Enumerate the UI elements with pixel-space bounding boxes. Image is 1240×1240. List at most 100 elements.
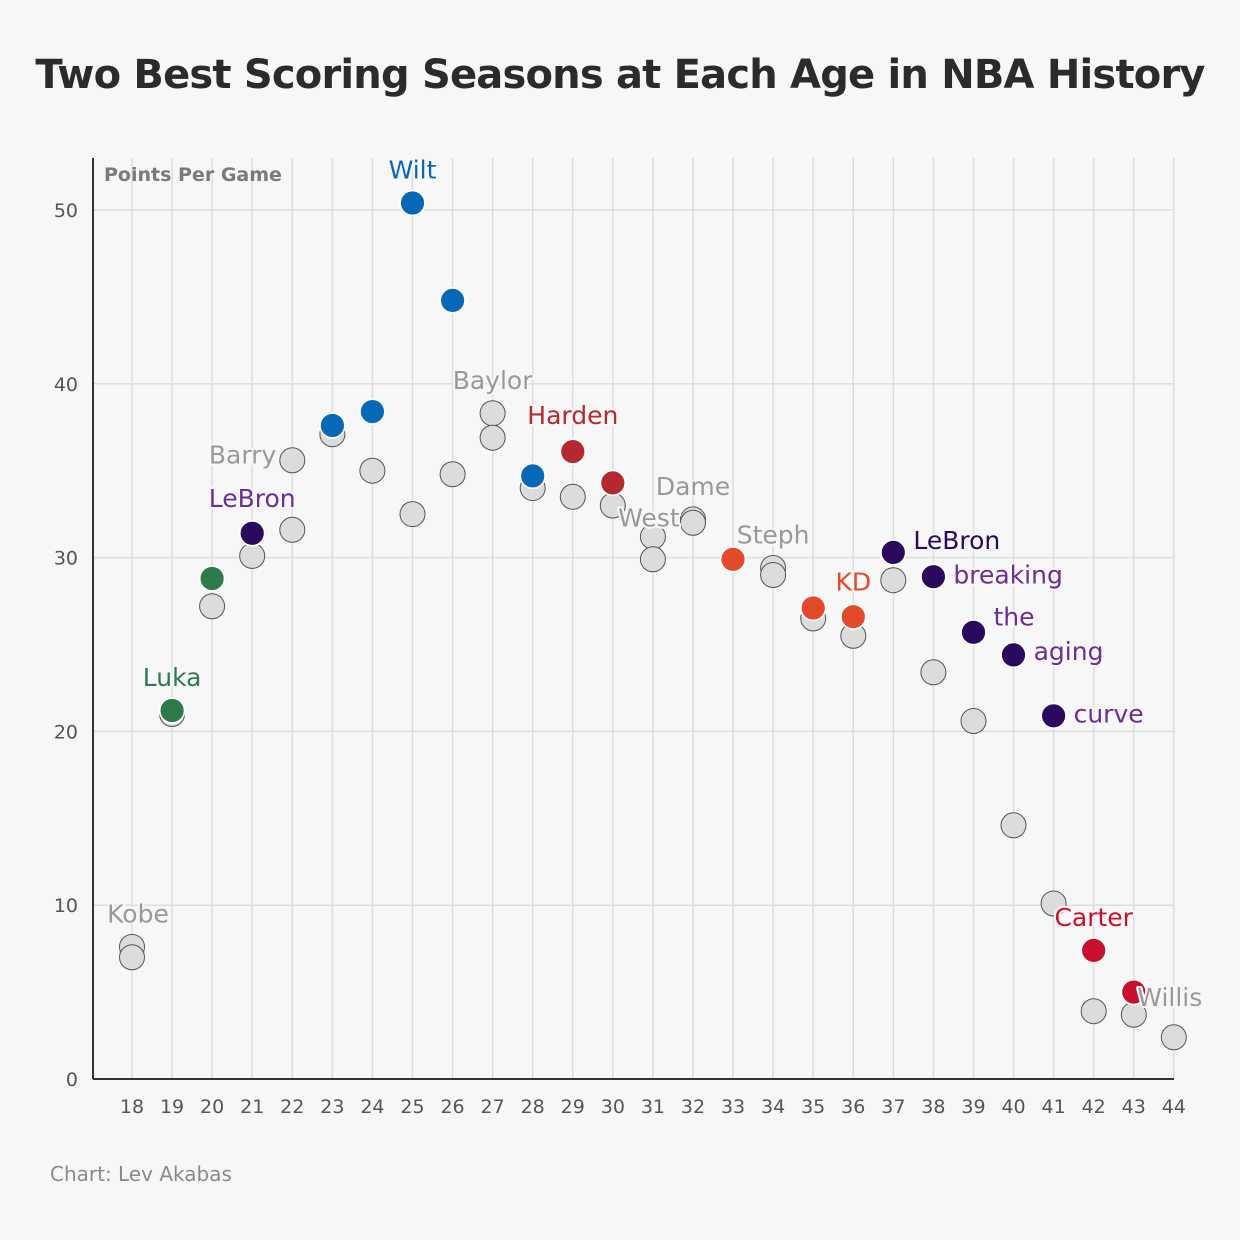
data-point: [359, 457, 386, 484]
annotation-label: Baylor: [453, 366, 534, 395]
data-point-harden: [599, 469, 627, 497]
data-point-harden: [559, 438, 587, 466]
annotation-label: curve: [1074, 700, 1144, 729]
data-point: [880, 567, 907, 594]
x-tick-label: 38: [921, 1096, 945, 1118]
data-point: [680, 509, 706, 536]
x-tick-label: 41: [1042, 1096, 1066, 1118]
data-point: [399, 501, 426, 528]
chart-title: Two Best Scoring Seasons at Each Age in …: [35, 52, 1205, 98]
x-tick-label: 22: [280, 1096, 304, 1118]
chart-credit: Chart: Lev Akabas: [50, 1162, 232, 1186]
x-tick-label: 40: [1001, 1096, 1025, 1118]
y-tick-label: 40: [54, 374, 78, 396]
data-point: [639, 546, 666, 573]
y-tick-label: 30: [54, 548, 78, 570]
x-tick-label: 31: [641, 1096, 665, 1118]
data-point: [1080, 998, 1107, 1025]
annotation-label: breaking: [953, 561, 1062, 590]
data-point-wilt: [519, 462, 547, 490]
annotations: Wilt Harden KD Luka LeBron LeBron breaking the a…: [105, 154, 1204, 1014]
annotation-label: Carter: [1054, 903, 1133, 932]
annotation-label: Luka: [143, 663, 202, 692]
data-point-lebron: [238, 519, 266, 547]
data-point-lebron: [1000, 641, 1027, 669]
data-point: [439, 461, 466, 488]
data-point-kd: [839, 603, 867, 631]
annotation-label: aging: [1034, 637, 1104, 666]
x-tick-label: 28: [521, 1096, 545, 1118]
annotation-label: LeBron: [209, 484, 296, 513]
x-axis-ticks: 18 19 20 21 22 23 24 25 26 27 28 29 30 31 32 33 34 35 36 37…: [120, 1096, 1186, 1118]
data-point-lebron: [960, 618, 987, 646]
data-point: [920, 659, 947, 686]
data-point: [279, 516, 306, 543]
data-point: [479, 424, 506, 451]
data-point: [760, 562, 787, 588]
data-point-carter: [1080, 937, 1108, 964]
data-point: [1000, 812, 1027, 839]
x-tick-label: 23: [320, 1096, 344, 1118]
data-point-wilt: [439, 286, 467, 314]
data-point: [199, 593, 226, 620]
data-point-luka: [198, 565, 226, 592]
y-axis-ticks: 0 10 20 30 40 50: [54, 200, 78, 1091]
data-point: [119, 944, 145, 971]
annotation-label: Kobe: [107, 900, 169, 929]
data-point: [1160, 1024, 1187, 1051]
axes: [92, 158, 1174, 1080]
x-tick-label: 34: [761, 1096, 785, 1118]
x-tick-label: 42: [1082, 1096, 1106, 1118]
x-tick-label: 39: [961, 1096, 985, 1118]
y-tick-label: 20: [54, 721, 78, 743]
annotation-label: LeBron: [913, 526, 1000, 555]
annotation-label: Harden: [527, 401, 618, 430]
data-point: [1040, 890, 1067, 917]
x-tick-label: 32: [681, 1096, 705, 1118]
data-point-wilt: [399, 189, 426, 217]
y-tick-label: 50: [54, 200, 78, 222]
data-point-lebron: [1040, 702, 1067, 730]
annotation-label: Willis: [1137, 983, 1202, 1012]
annotation-label: the: [994, 602, 1035, 631]
annotation-label: Barry: [209, 441, 277, 470]
data-point: [279, 447, 306, 474]
x-tick-label: 43: [1122, 1096, 1146, 1118]
y-axis-label: Points Per Game: [104, 164, 282, 186]
x-tick-label: 29: [561, 1096, 585, 1118]
data-point-lebron: [879, 539, 907, 566]
x-tick-label: 26: [440, 1096, 464, 1118]
x-tick-label: 30: [601, 1096, 625, 1118]
data-point-lebron: [920, 563, 947, 591]
annotation-label: West: [618, 503, 680, 532]
annotation-label: Dame: [656, 472, 730, 501]
y-tick-label: 0: [66, 1069, 78, 1091]
data-point: [559, 483, 586, 510]
data-point: [239, 542, 266, 569]
x-tick-label: 35: [801, 1096, 825, 1118]
data-point: [960, 708, 987, 734]
data-point: [479, 400, 506, 427]
x-tick-label: 18: [120, 1096, 144, 1118]
data-point-wilt: [358, 398, 386, 426]
x-tick-label: 33: [721, 1096, 745, 1118]
data-point-luka: [158, 697, 186, 724]
x-tick-label: 24: [360, 1096, 384, 1118]
y-tick-label: 10: [54, 895, 78, 917]
data-point-carter: [1120, 978, 1148, 1006]
annotation-label: KD: [835, 568, 871, 597]
x-tick-label: 21: [240, 1096, 264, 1118]
data-point-kd: [799, 594, 827, 622]
x-tick-label: 37: [881, 1096, 905, 1118]
x-tick-label: 19: [160, 1096, 184, 1118]
annotation-label: Wilt: [389, 156, 437, 185]
data-point-wilt: [318, 412, 346, 439]
data-point-kd: [719, 545, 747, 573]
highlight-points: [158, 189, 1148, 1006]
x-tick-label: 25: [400, 1096, 424, 1118]
x-tick-label: 36: [841, 1096, 865, 1118]
annotation-label: Steph: [737, 521, 810, 550]
x-tick-label: 44: [1162, 1096, 1186, 1118]
x-tick-label: 20: [200, 1096, 224, 1118]
